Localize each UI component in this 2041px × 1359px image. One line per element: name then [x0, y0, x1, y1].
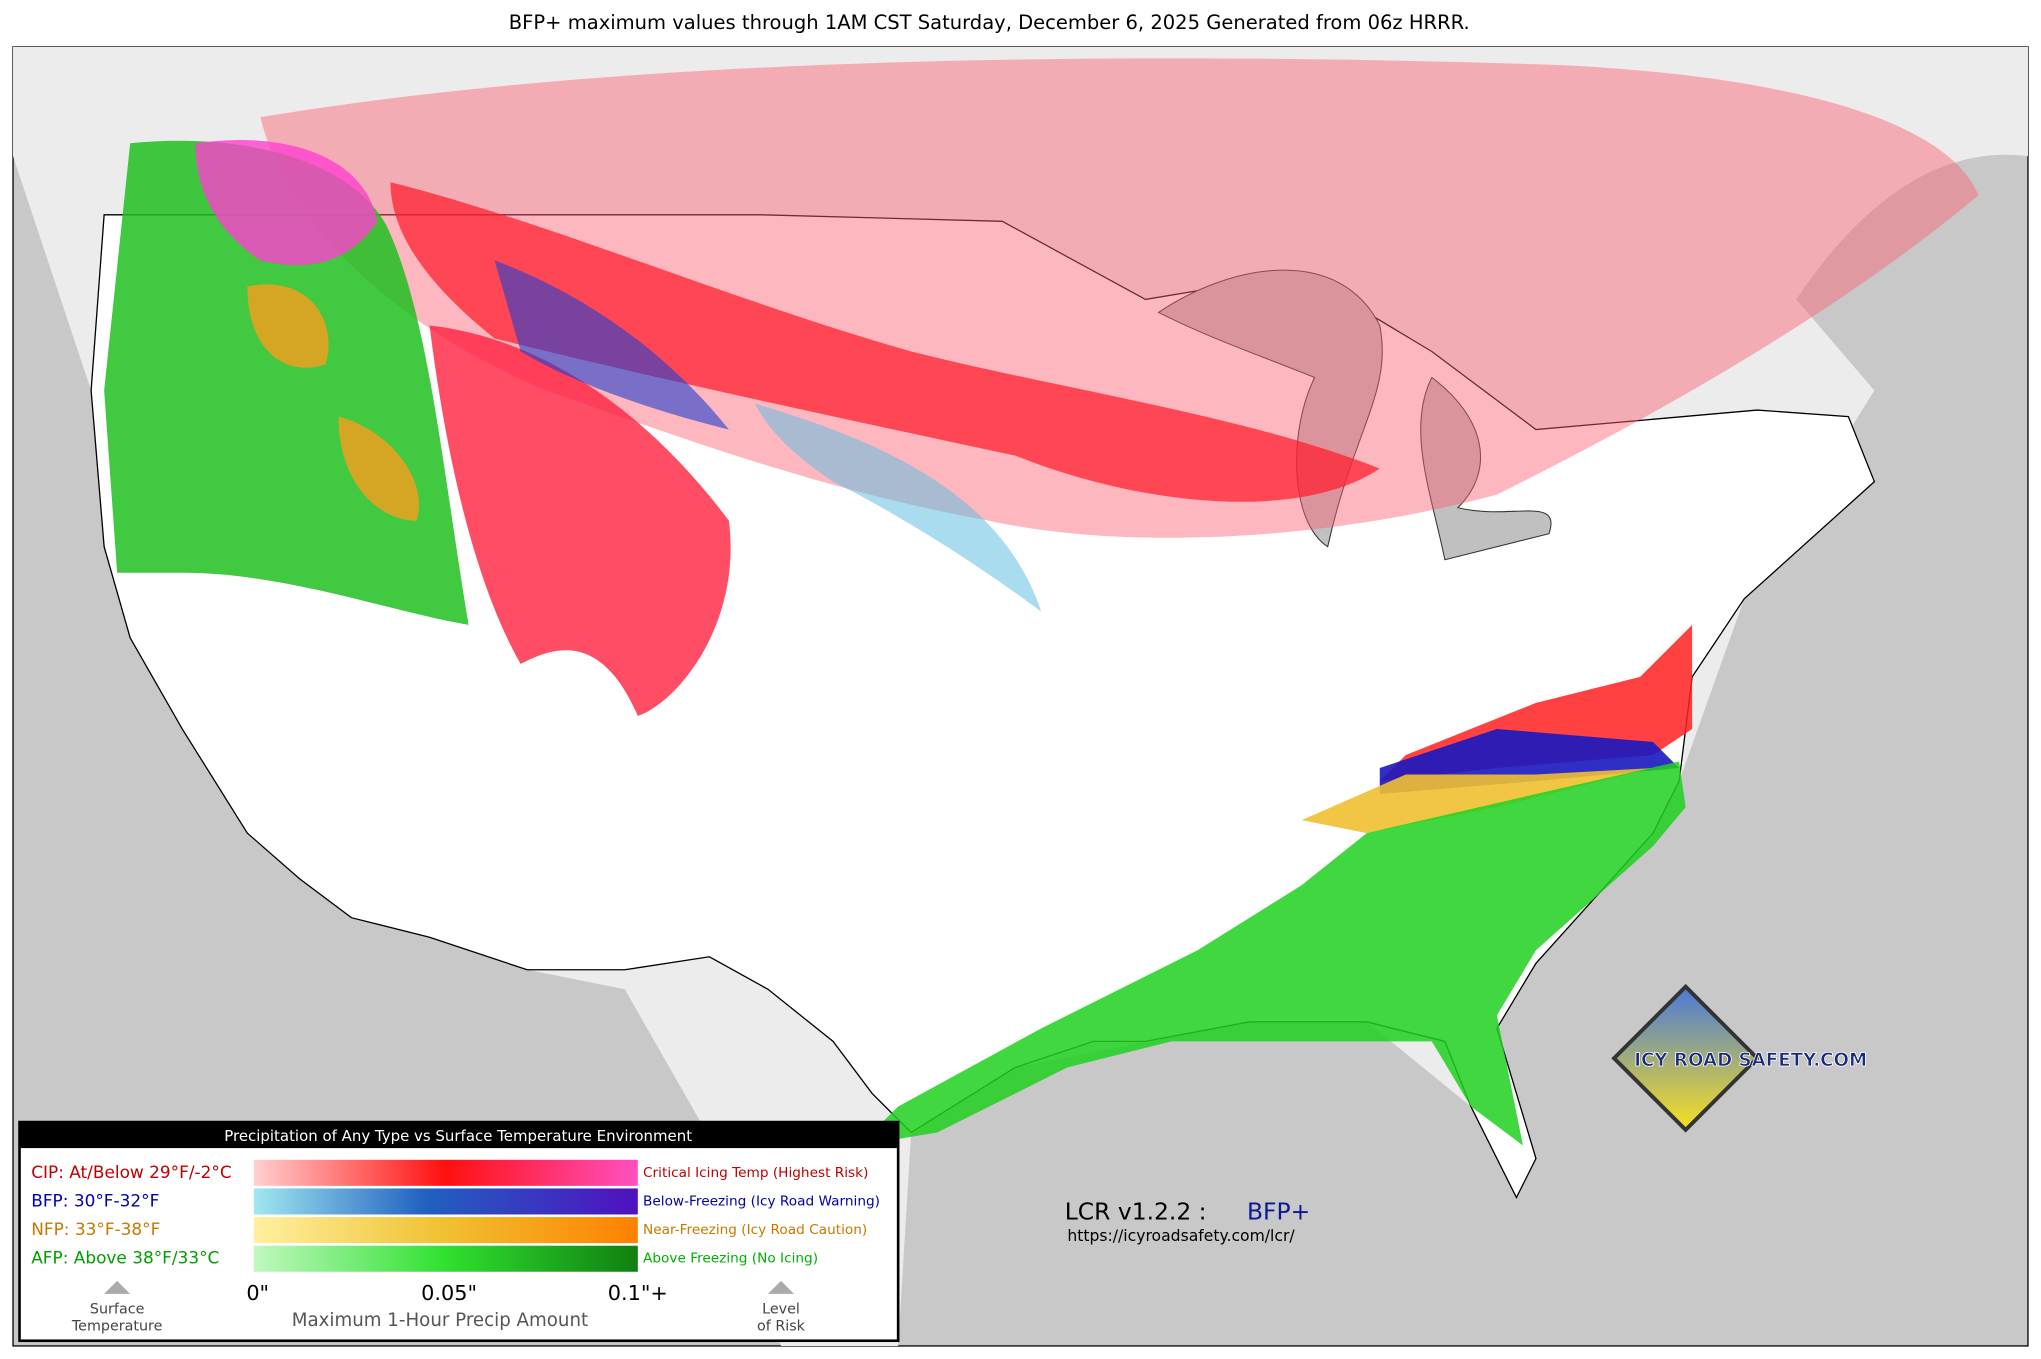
- scale-label: 0": [246, 1281, 269, 1305]
- legend-row-label: CIP: At/Below 29°F/-2°C: [31, 1162, 231, 1182]
- logo-diamond: [1611, 983, 1760, 1133]
- legend-row-description: Critical Icing Temp (Highest Risk): [643, 1165, 868, 1181]
- version-label: LCR v1.2.2 :: [1065, 1198, 1207, 1226]
- left-note: Temperature: [71, 1318, 163, 1334]
- cip-rockies-area: [429, 325, 731, 716]
- legend-row-label: NFP: 33°F-38°F: [31, 1219, 160, 1239]
- legend: Precipitation of Any Type vs Surface Tem…: [18, 1120, 900, 1343]
- right-note: of Risk: [757, 1318, 806, 1334]
- logo: ICY ROAD SAFETY.COM: [1611, 983, 1868, 1133]
- bfp-rockies-area: [494, 260, 729, 430]
- legend-box: [18, 1120, 900, 1343]
- legend-color-bar: [253, 1217, 638, 1244]
- great-lakes-east: [1420, 376, 1552, 561]
- bfp-plains-area: [754, 403, 1042, 612]
- legend-row-label: BFP: 30°F-32°F: [31, 1190, 159, 1210]
- legend-row-description: Below-Freezing (Icy Road Warning): [643, 1193, 880, 1209]
- map-title: BFP+ maximum values through 1AM CST Satu…: [509, 11, 1470, 34]
- legend-color-bar: [253, 1188, 638, 1215]
- arrow-icon: [767, 1280, 795, 1294]
- legend-row-description: Above Freezing (No Icing): [643, 1251, 818, 1267]
- legend-header: [19, 1122, 899, 1149]
- legend-color-bar: [253, 1159, 638, 1186]
- version-product: BFP+: [1247, 1198, 1310, 1226]
- legend-color-bar: [253, 1245, 638, 1272]
- afp-southeast-area: [859, 761, 1686, 1146]
- legend-row-description: Near-Freezing (Icy Road Caution): [643, 1222, 867, 1238]
- left-note: Surface: [90, 1302, 145, 1318]
- scale-axis-label: Maximum 1-Hour Precip Amount: [292, 1310, 588, 1331]
- arrow-icon: [104, 1280, 131, 1294]
- scale-label: 0.1"+: [608, 1281, 668, 1305]
- scale-label: 0.05": [421, 1281, 477, 1305]
- version-url: https://icyroadsafety.com/lcr/: [1067, 1227, 1295, 1245]
- cip-core-area: [390, 182, 1380, 502]
- right-note: Level: [762, 1302, 800, 1318]
- nfp-southeast-area: [1301, 768, 1654, 834]
- nfp-northwest-area: [247, 284, 420, 521]
- cip-magenta-area: [195, 139, 378, 266]
- logo-text: ICY ROAD SAFETY.COM: [1634, 1050, 1867, 1071]
- legend-row-label: AFP: Above 38°F/33°C: [31, 1248, 219, 1268]
- legend-title: Precipitation of Any Type vs Surface Tem…: [224, 1127, 692, 1145]
